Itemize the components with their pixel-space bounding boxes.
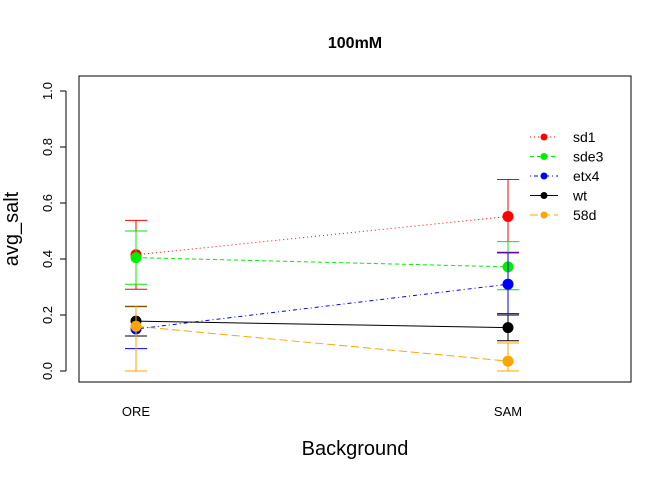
legend-marker (540, 192, 548, 199)
series-58d (125, 305, 519, 372)
series-line (135, 325, 509, 362)
y-tick-label: 0.0 (40, 362, 55, 380)
legend-item-sd1: sd1 (530, 129, 596, 145)
data-point (130, 320, 142, 332)
series-layer (125, 178, 519, 372)
data-point (502, 278, 514, 290)
data-point (130, 252, 142, 264)
legend-label: etx4 (573, 168, 600, 184)
y-axis-label: avg_salt (1, 191, 23, 266)
legend-label: 58d (573, 207, 596, 223)
legend-marker (540, 211, 548, 219)
legend-marker (540, 172, 548, 180)
legend: sd1 sde3 etx4 wt 58d (530, 129, 604, 223)
y-tick-label: 0.6 (40, 194, 55, 212)
legend-marker (540, 133, 548, 141)
plot-frame (78, 75, 632, 383)
data-point (502, 355, 514, 367)
legend-label: sd1 (573, 129, 596, 145)
chart-title: 100mM (328, 35, 382, 52)
legend-item-etx4: etx4 (530, 168, 600, 184)
y-axis: 0.0 0.2 0.4 0.6 0.8 1.0 (40, 82, 67, 380)
x-axis: ORE SAM (122, 404, 522, 419)
x-axis-label: Background (302, 438, 409, 460)
legend-item-58d: 58d (530, 207, 596, 223)
y-tick-label: 0.2 (40, 306, 55, 324)
y-tick-label: 1.0 (40, 82, 55, 100)
legend-marker (540, 153, 548, 160)
series-line (135, 283, 509, 330)
y-tick-label: 0.8 (40, 138, 55, 156)
legend-item-wt: wt (530, 188, 587, 204)
data-point (502, 322, 514, 334)
series-line (135, 320, 509, 329)
legend-label: wt (572, 188, 587, 204)
legend-item-sde3: sde3 (530, 149, 604, 165)
x-tick-label: SAM (494, 404, 522, 419)
x-tick-label: ORE (122, 404, 151, 419)
data-point (502, 210, 514, 222)
y-tick-label: 0.4 (40, 250, 55, 268)
legend-label: sde3 (573, 149, 604, 165)
series-line (135, 257, 509, 268)
